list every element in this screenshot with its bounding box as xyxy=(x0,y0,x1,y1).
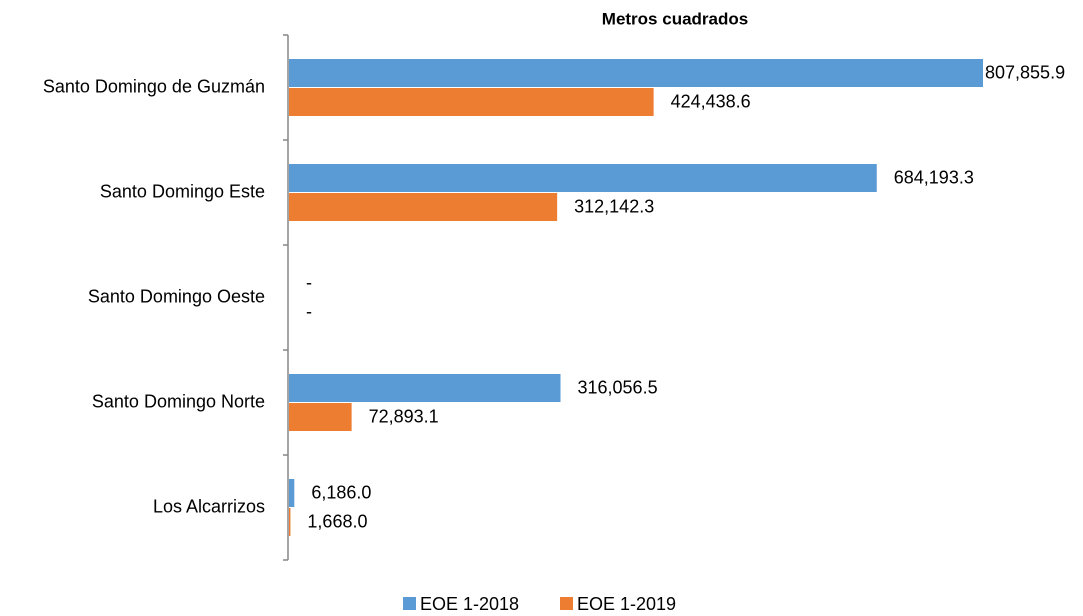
value-label: 312,142.3 xyxy=(574,196,654,216)
value-label: - xyxy=(306,272,312,292)
category-label: Los Alcarrizos xyxy=(153,496,265,516)
bar xyxy=(289,374,561,402)
legend-swatch xyxy=(403,597,416,610)
value-label: 1,668.0 xyxy=(307,511,367,531)
category-label: Santo Domingo Este xyxy=(100,181,265,201)
value-label: 316,056.5 xyxy=(578,377,658,397)
bar xyxy=(289,164,877,192)
value-label: 72,893.1 xyxy=(369,406,439,426)
value-label: 684,193.3 xyxy=(894,167,974,187)
bar xyxy=(289,193,558,221)
value-label: 424,438.6 xyxy=(671,91,751,111)
legend-swatch xyxy=(560,597,573,610)
chart-title: Metros cuadrados xyxy=(602,9,748,28)
bar xyxy=(289,59,983,87)
bar xyxy=(289,88,654,116)
bar xyxy=(289,508,291,536)
bar xyxy=(289,403,352,431)
bar xyxy=(289,479,295,507)
value-label: - xyxy=(306,301,312,321)
legend-label: EOE 1-2018 xyxy=(420,594,519,614)
value-label: 807,855.9 xyxy=(985,62,1065,82)
category-label: Santo Domingo Oeste xyxy=(88,286,265,306)
category-label: Santo Domingo de Guzmán xyxy=(43,76,265,96)
legend-label: EOE 1-2019 xyxy=(577,594,676,614)
category-label: Santo Domingo Norte xyxy=(92,391,265,411)
value-label: 6,186.0 xyxy=(311,482,371,502)
